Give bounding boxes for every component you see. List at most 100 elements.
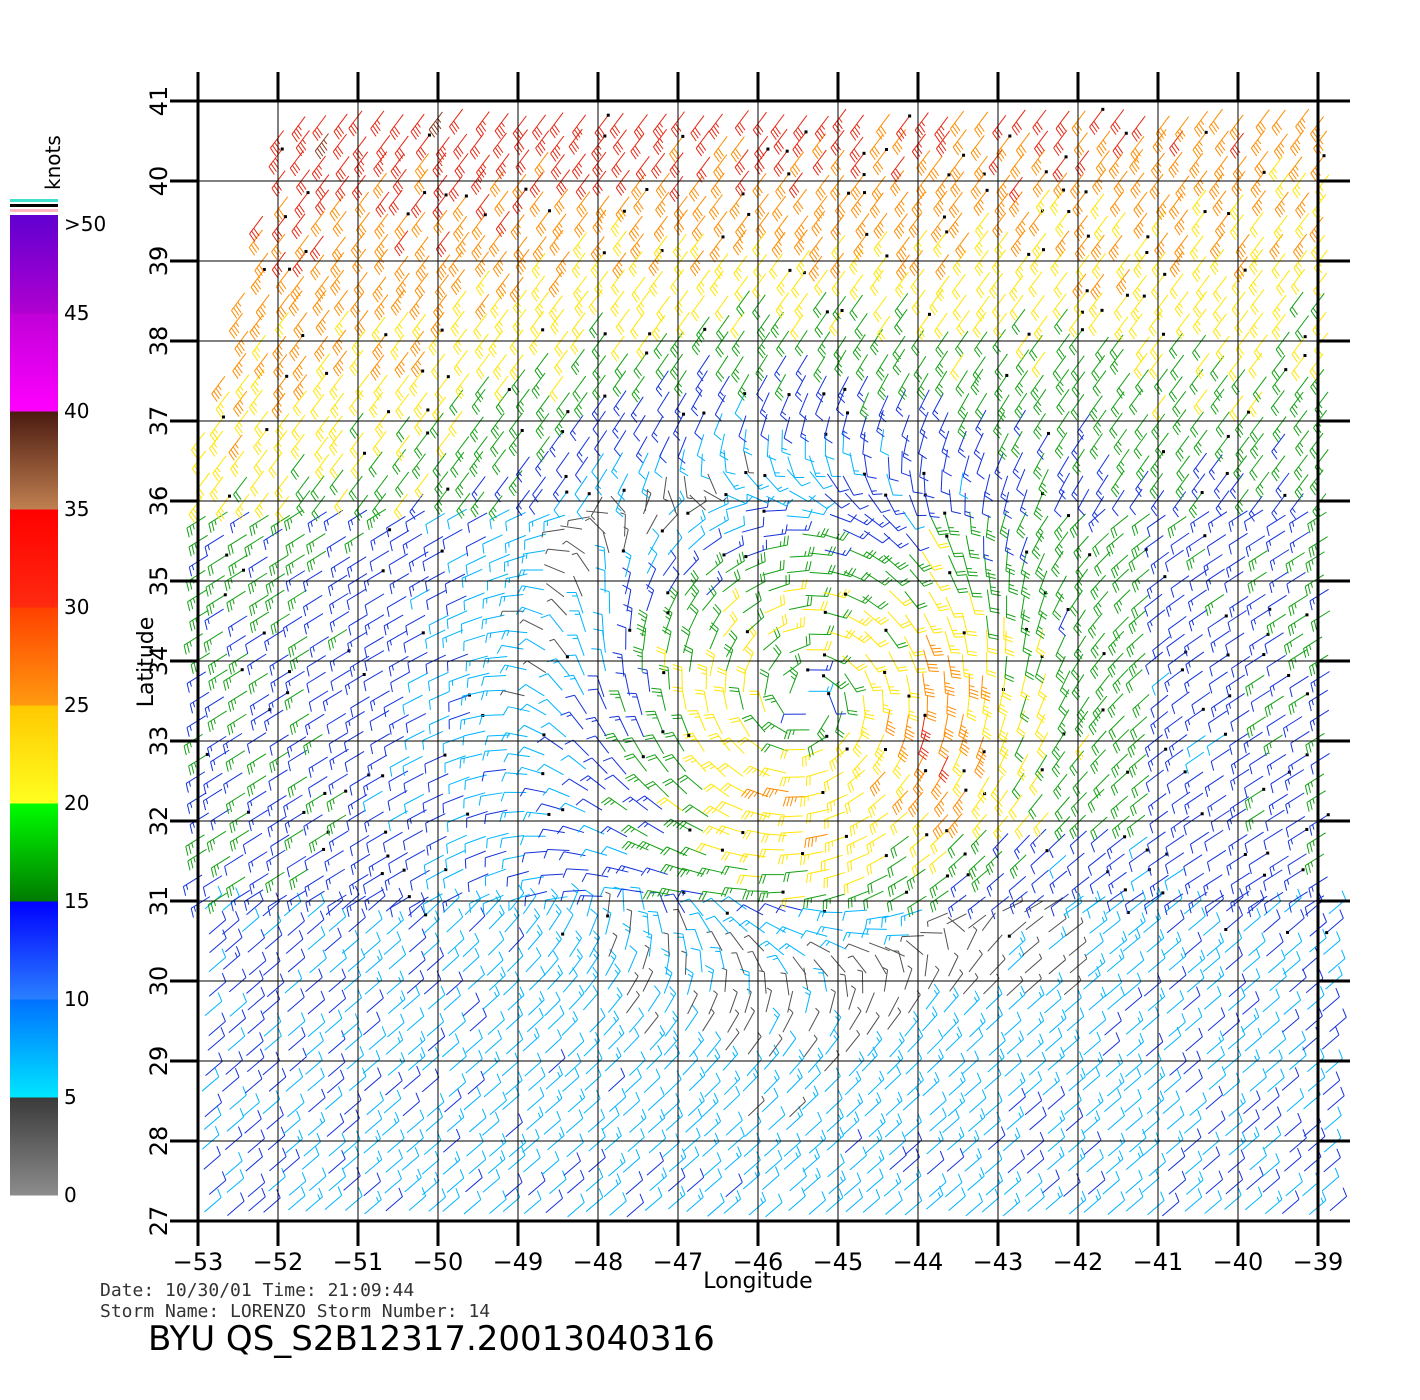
wind-barb — [877, 373, 889, 401]
wind-barb — [538, 873, 564, 885]
wind-barb — [856, 375, 869, 403]
wind-barb — [967, 896, 986, 920]
wind-barb — [636, 624, 647, 651]
wind-barb — [574, 211, 589, 238]
wind-barb — [1286, 1088, 1305, 1112]
wind-barb — [1303, 636, 1323, 658]
wind-barb — [409, 869, 430, 891]
wind-barb — [1264, 695, 1284, 718]
wind-barb — [1090, 828, 1109, 853]
wind-barb — [284, 689, 304, 711]
wind-barb — [997, 749, 1009, 777]
wind-barb — [799, 393, 809, 421]
wind-barb — [367, 754, 388, 776]
wind-barb — [408, 928, 427, 953]
wind-barb — [862, 695, 875, 720]
wind-barb — [474, 333, 489, 360]
wind-barb — [1109, 931, 1128, 955]
wind-barb — [1307, 986, 1325, 1010]
wind-barb — [576, 436, 590, 463]
wind-barb — [229, 810, 250, 834]
wind-barb — [823, 653, 852, 665]
longitude-tick-label: −44 — [893, 1248, 944, 1276]
wind-barb — [844, 792, 864, 815]
wind-barb — [1289, 1046, 1307, 1071]
wind-barb — [1271, 354, 1286, 381]
wind-barb — [231, 292, 246, 319]
wind-barb — [601, 866, 629, 876]
wind-barb — [849, 248, 864, 276]
wind-barb — [591, 394, 607, 423]
wind-barb — [227, 534, 247, 556]
wind-barb — [448, 1073, 467, 1097]
wind-barb — [209, 476, 224, 503]
wind-barb — [484, 809, 508, 825]
wind-barb — [615, 672, 630, 696]
wind-barb — [962, 631, 978, 657]
wind-barb — [207, 710, 227, 732]
wind-barb — [1289, 675, 1309, 698]
wind-barb — [485, 629, 510, 643]
wind-barb — [311, 155, 326, 182]
wind-barb — [350, 696, 370, 718]
wind-barb — [952, 769, 966, 798]
wind-barb — [1226, 556, 1246, 578]
wind-barb — [900, 909, 923, 927]
wind-barbs — [182, 107, 1348, 1218]
wind-barb — [994, 373, 1009, 402]
wind-barb — [1208, 1066, 1227, 1090]
wind-barb — [941, 430, 950, 458]
wind-barb — [722, 535, 745, 557]
wind-barb — [308, 1167, 327, 1191]
wind-barb — [1265, 809, 1285, 832]
wind-barb — [209, 430, 224, 457]
wind-barb — [702, 585, 717, 611]
wind-barb — [455, 231, 470, 258]
wind-barb — [314, 436, 329, 463]
wind-barb — [608, 1067, 626, 1092]
wind-barb — [923, 613, 944, 634]
wind-barb — [736, 874, 763, 885]
wind-barb — [461, 616, 483, 634]
wind-barb — [384, 1169, 402, 1194]
wind-barb — [1038, 570, 1049, 598]
wind-barb — [208, 910, 227, 935]
wind-barb — [659, 436, 670, 464]
wind-barb — [628, 1007, 645, 1033]
wind-barb — [1129, 488, 1143, 516]
wind-barb — [1288, 156, 1303, 183]
wind-barb — [1283, 868, 1305, 891]
wind-barb — [1166, 909, 1185, 934]
wind-barb — [804, 436, 815, 463]
wind-barb — [1189, 831, 1210, 854]
wind-barb — [1065, 1107, 1084, 1132]
wind-barb — [986, 651, 997, 678]
wind-barb — [1175, 435, 1190, 462]
wind-barb — [895, 774, 911, 800]
wind-barb — [1090, 193, 1105, 220]
wind-barb — [1031, 149, 1046, 176]
wind-barb — [591, 648, 607, 672]
wind-barb — [758, 874, 785, 884]
wind-barb — [844, 692, 858, 716]
wind-barb — [550, 154, 565, 181]
wind-barb — [952, 129, 967, 156]
wind-barb — [824, 547, 852, 557]
wind-barb — [466, 672, 490, 688]
wind-barb — [617, 473, 629, 501]
wind-barb — [529, 191, 544, 218]
wind-barb — [505, 1113, 523, 1138]
wind-barb — [744, 988, 752, 1014]
wind-barb — [1191, 473, 1206, 500]
wind-barb — [783, 870, 808, 883]
legend-label: 20 — [64, 791, 89, 815]
wind-barb — [721, 967, 728, 992]
wind-barb — [432, 152, 447, 179]
wind-barb — [725, 630, 738, 657]
wind-barb — [1172, 409, 1187, 436]
wind-barb — [944, 631, 961, 654]
wind-barb — [630, 313, 644, 340]
wind-barb — [1213, 471, 1229, 500]
wind-barb — [1193, 452, 1207, 479]
wind-barb — [850, 191, 867, 219]
